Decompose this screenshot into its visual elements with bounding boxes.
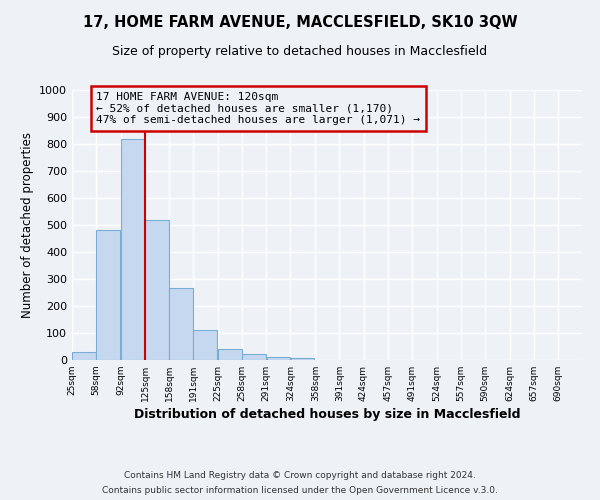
Bar [218, 349, 242, 360]
Bar [96, 230, 120, 360]
Y-axis label: Number of detached properties: Number of detached properties [20, 132, 34, 318]
Bar [242, 354, 266, 360]
Text: 17 HOME FARM AVENUE: 120sqm
← 52% of detached houses are smaller (1,170)
47% of : 17 HOME FARM AVENUE: 120sqm ← 52% of det… [96, 92, 420, 125]
Text: Contains HM Land Registry data © Crown copyright and database right 2024.: Contains HM Land Registry data © Crown c… [124, 471, 476, 480]
Text: 17, HOME FARM AVENUE, MACCLESFIELD, SK10 3QW: 17, HOME FARM AVENUE, MACCLESFIELD, SK10… [83, 15, 517, 30]
Text: Contains public sector information licensed under the Open Government Licence v.: Contains public sector information licen… [102, 486, 498, 495]
Bar [290, 358, 314, 360]
Bar [121, 138, 145, 360]
X-axis label: Distribution of detached houses by size in Macclesfield: Distribution of detached houses by size … [134, 408, 520, 421]
Bar [266, 358, 290, 360]
Bar [169, 288, 193, 360]
Text: Size of property relative to detached houses in Macclesfield: Size of property relative to detached ho… [112, 45, 488, 58]
Bar [145, 220, 169, 360]
Bar [193, 330, 217, 360]
Bar [72, 352, 96, 360]
